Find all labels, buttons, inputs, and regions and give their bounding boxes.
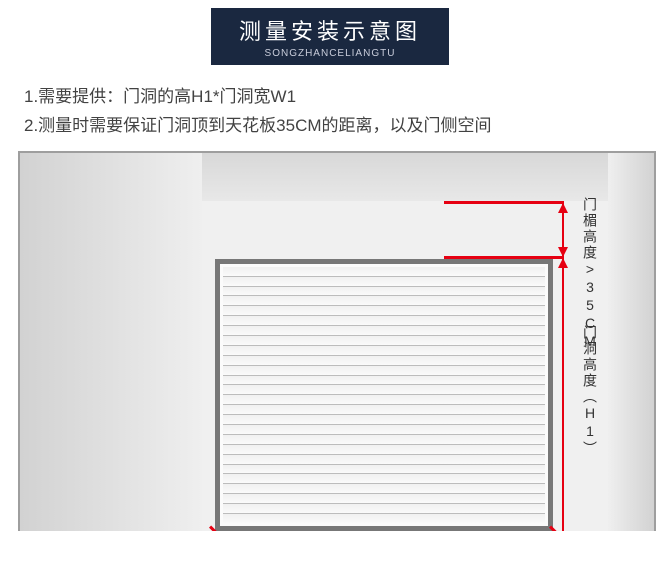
title-bar: 测量安装示意图 SONGZHANCELIANGTU xyxy=(211,8,449,65)
door-slat xyxy=(223,395,545,405)
door-slat xyxy=(223,425,545,435)
diagram: 门楣高度>35CM 门洞高度（H1） xyxy=(18,151,660,531)
arrow-door-head-up xyxy=(558,258,568,268)
door-slat xyxy=(223,287,545,297)
door-slat xyxy=(223,385,545,395)
instructions: 1.需要提供：门洞的高H1*门洞宽W1 2.测量时需要保证门洞顶到天花板35CM… xyxy=(24,83,660,141)
door-slat xyxy=(223,336,545,346)
door-slat xyxy=(223,465,545,475)
door-slat xyxy=(223,484,545,494)
door-slat xyxy=(223,504,545,514)
door-slat xyxy=(223,445,545,455)
door-slats xyxy=(223,267,545,523)
title-main: 测量安装示意图 xyxy=(239,14,421,46)
arrow-lintel-head-down xyxy=(558,247,568,257)
door-slat xyxy=(223,455,545,465)
label-door-height: 门洞高度（H1） xyxy=(580,325,600,457)
garage-outer-frame: 门楣高度>35CM 门洞高度（H1） xyxy=(18,151,656,531)
door-slat xyxy=(223,277,545,287)
mark-lintel-bottom xyxy=(444,256,564,259)
door-slat xyxy=(223,376,545,386)
door-slat xyxy=(223,326,545,336)
instruction-line-1: 1.需要提供：门洞的高H1*门洞宽W1 xyxy=(24,83,660,112)
instruction-line-2: 2.测量时需要保证门洞顶到天花板35CM的距离，以及门侧空间 xyxy=(24,112,660,141)
roller-door xyxy=(215,259,553,531)
arrow-lintel-head-up xyxy=(558,203,568,213)
door-slat xyxy=(223,514,545,523)
door-slat xyxy=(223,415,545,425)
door-slat xyxy=(223,494,545,504)
door-slat xyxy=(223,306,545,316)
door-slat xyxy=(223,435,545,445)
door-slat xyxy=(223,296,545,306)
arrow-door-line xyxy=(562,259,564,531)
wall-left xyxy=(20,153,202,531)
door-slat xyxy=(223,474,545,484)
door-slat xyxy=(223,346,545,356)
door-slat xyxy=(223,405,545,415)
door-slat xyxy=(223,356,545,366)
door-slat xyxy=(223,316,545,326)
door-slat xyxy=(223,366,545,376)
wall-right xyxy=(608,153,654,531)
title-sub: SONGZHANCELIANGTU xyxy=(239,48,421,59)
mark-lintel-top xyxy=(444,201,564,204)
door-slat xyxy=(223,267,545,277)
